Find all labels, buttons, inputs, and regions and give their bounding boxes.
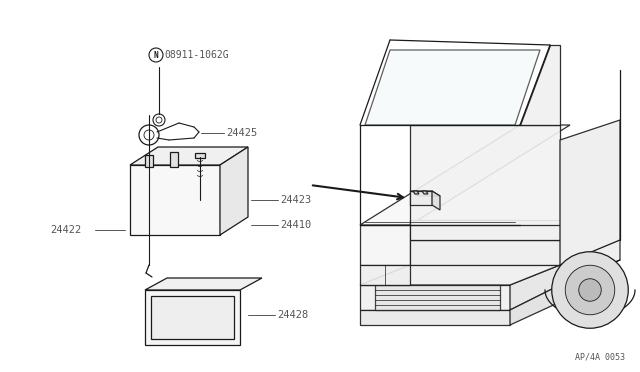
Polygon shape <box>422 191 428 194</box>
Text: 24425: 24425 <box>226 128 257 138</box>
Polygon shape <box>375 285 500 310</box>
Polygon shape <box>145 155 153 167</box>
Text: 24410: 24410 <box>280 220 311 230</box>
Polygon shape <box>195 153 205 158</box>
Polygon shape <box>130 147 248 165</box>
Polygon shape <box>410 220 560 240</box>
Text: 24423: 24423 <box>280 195 311 205</box>
Polygon shape <box>365 50 540 125</box>
Text: 08911-1062G: 08911-1062G <box>164 50 228 60</box>
Polygon shape <box>145 278 262 290</box>
Polygon shape <box>560 120 620 285</box>
Circle shape <box>565 265 615 315</box>
Polygon shape <box>151 296 234 339</box>
Polygon shape <box>360 265 410 285</box>
Polygon shape <box>360 265 560 285</box>
Polygon shape <box>130 165 220 235</box>
Polygon shape <box>360 225 410 265</box>
Circle shape <box>552 252 628 328</box>
Polygon shape <box>360 125 570 225</box>
Polygon shape <box>510 265 560 310</box>
Polygon shape <box>145 290 240 345</box>
Text: 24428: 24428 <box>277 310 308 320</box>
Polygon shape <box>410 240 560 265</box>
Polygon shape <box>360 310 510 325</box>
Circle shape <box>579 279 601 301</box>
Polygon shape <box>413 191 419 194</box>
Polygon shape <box>170 152 178 167</box>
Text: AP/4A 0053: AP/4A 0053 <box>575 353 625 362</box>
Polygon shape <box>510 285 560 325</box>
Text: N: N <box>154 51 158 60</box>
Polygon shape <box>360 285 510 310</box>
Polygon shape <box>410 191 432 205</box>
Polygon shape <box>520 45 560 125</box>
Text: 24422: 24422 <box>50 225 81 235</box>
Polygon shape <box>410 125 560 225</box>
Polygon shape <box>410 191 440 196</box>
Polygon shape <box>220 147 248 235</box>
Polygon shape <box>432 191 440 210</box>
